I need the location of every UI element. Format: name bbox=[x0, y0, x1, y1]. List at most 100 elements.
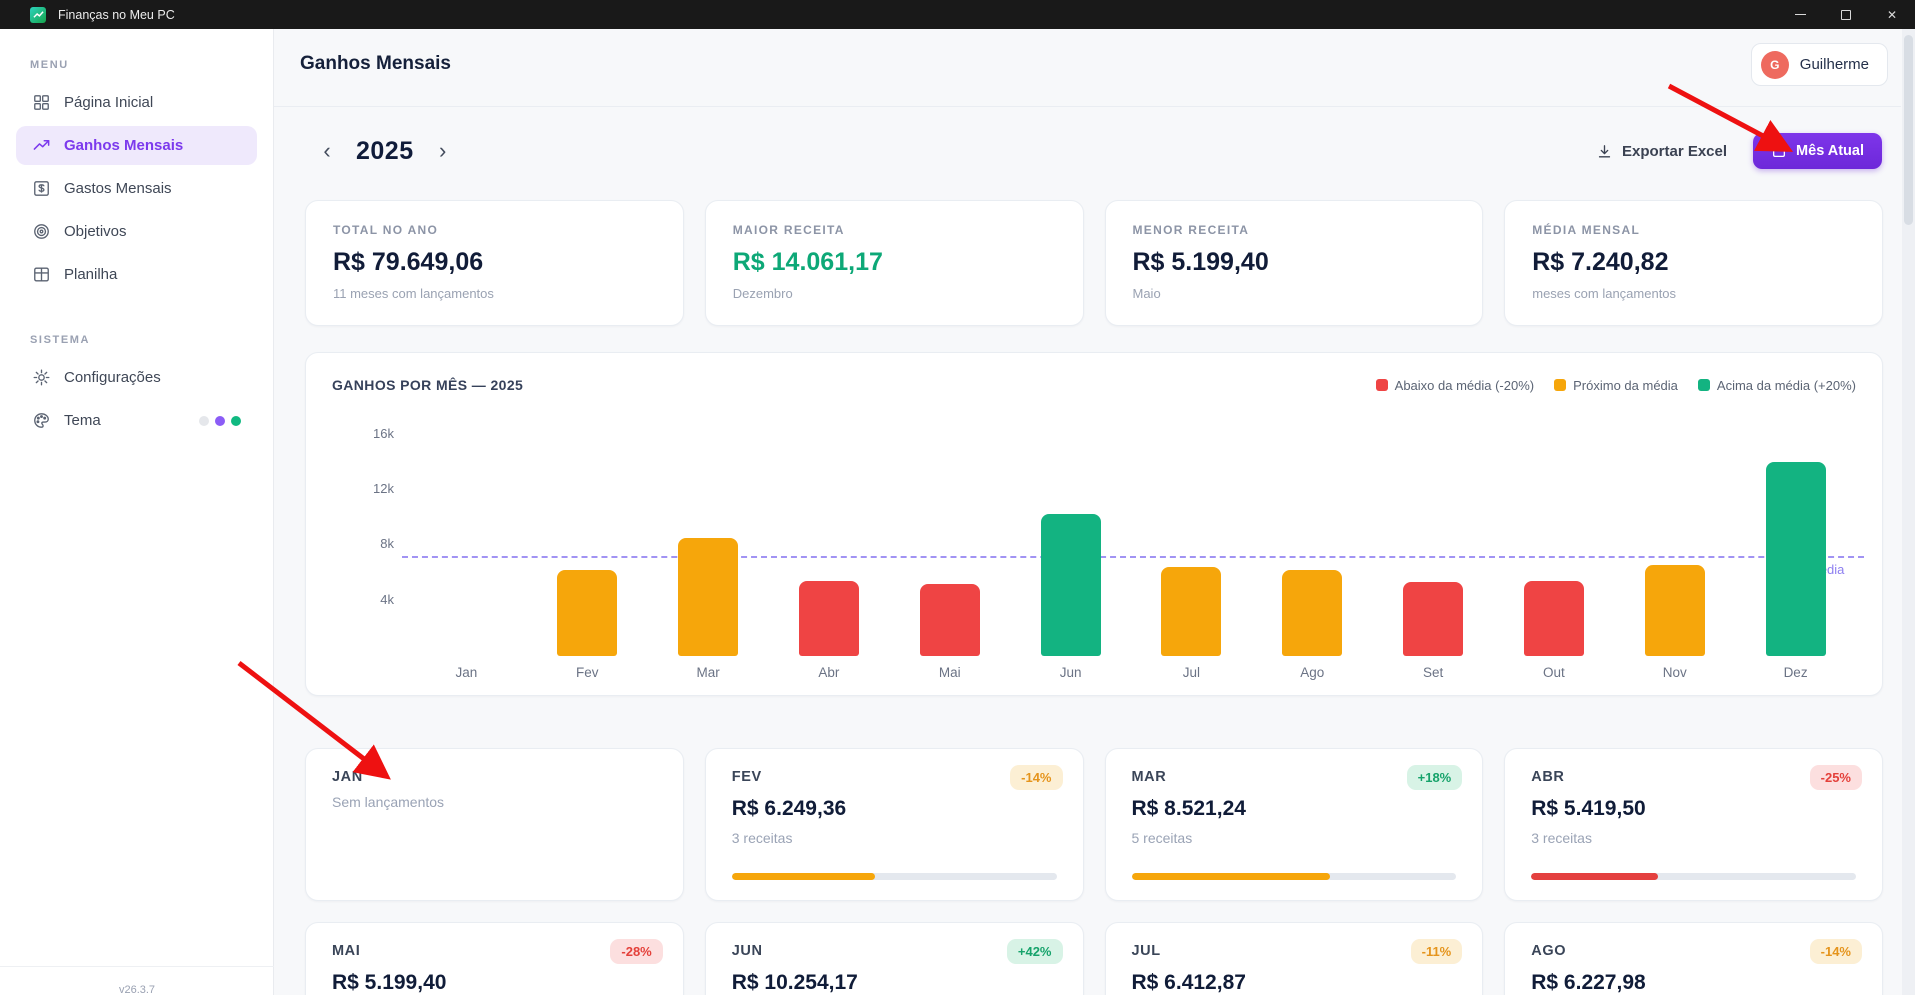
sidebar-item-ganhos-mensais[interactable]: Ganhos Mensais bbox=[16, 126, 257, 165]
y-axis-tick-16k: 16k bbox=[373, 425, 394, 441]
variation-badge: -11% bbox=[1410, 939, 1463, 964]
minimize-button[interactable] bbox=[1777, 0, 1823, 29]
bar-mar[interactable] bbox=[678, 538, 739, 656]
table-icon bbox=[34, 267, 49, 282]
theme-dots bbox=[199, 415, 241, 426]
month-cards-row-2: MAI -28% R$ 5.199,40 JUN +42% R$ 10.254,… bbox=[305, 922, 1883, 995]
calendar-icon bbox=[1773, 144, 1786, 157]
bar-jun[interactable] bbox=[1040, 514, 1101, 656]
month-card-fev[interactable]: FEV -14% R$ 6.249,36 3 receitas bbox=[704, 748, 1084, 901]
sidebar-item-tema[interactable]: Tema bbox=[16, 401, 257, 440]
theme-dot-purple[interactable] bbox=[215, 415, 225, 426]
current-month-button[interactable]: Mês Atual bbox=[1753, 133, 1882, 169]
chart-legend: Abaixo da média (-20%) Próximo da média … bbox=[1375, 378, 1856, 393]
palette-icon bbox=[34, 413, 49, 428]
stat-value: R$ 14.061,17 bbox=[732, 248, 883, 276]
bar-jul[interactable] bbox=[1161, 567, 1222, 656]
variation-badge: -28% bbox=[610, 939, 663, 964]
y-axis-tick-4k: 4k bbox=[380, 591, 394, 607]
x-axis-label-fev: Fev bbox=[575, 665, 599, 680]
month-card-jan[interactable]: JAN Sem lançamentos bbox=[305, 748, 684, 901]
sidebar-item-configuracoes[interactable]: Configurações bbox=[16, 358, 257, 397]
monthly-earnings-chart: GANHOS POR MÊS — 2025 Abaixo da média (-… bbox=[305, 352, 1883, 696]
dollar-square-icon bbox=[34, 181, 49, 196]
average-line bbox=[402, 555, 1864, 558]
x-axis-label-mai: Mai bbox=[938, 665, 961, 680]
x-axis-label-jul: Jul bbox=[1182, 665, 1201, 680]
legend-swatch-red bbox=[1375, 379, 1388, 391]
x-axis-label-abr: Abr bbox=[818, 665, 840, 680]
bar-dez[interactable] bbox=[1765, 462, 1826, 656]
vertical-scrollbar[interactable] bbox=[1902, 29, 1915, 995]
month-card-mar[interactable]: MAR +18% R$ 8.521,24 5 receitas bbox=[1104, 748, 1484, 901]
sidebar-item-label: Tema bbox=[64, 412, 101, 429]
x-axis-label-nov: Nov bbox=[1662, 665, 1687, 680]
month-card-ago[interactable]: AGO -14% R$ 6.227,98 bbox=[1504, 922, 1883, 995]
variation-badge: -25% bbox=[1809, 765, 1862, 790]
stat-value: R$ 79.649,06 bbox=[333, 248, 484, 276]
sidebar-item-label: Objetivos bbox=[64, 223, 127, 240]
legend-item-near: Próximo da média bbox=[1554, 378, 1678, 393]
year-label: 2025 bbox=[356, 136, 414, 165]
bar-abr[interactable] bbox=[798, 581, 859, 656]
download-icon bbox=[1598, 144, 1611, 157]
y-axis-tick-8k: 8k bbox=[380, 536, 394, 552]
close-button[interactable]: ✕ bbox=[1886, 7, 1898, 22]
maximize-button[interactable] bbox=[1823, 0, 1869, 29]
y-axis-tick-12k: 12k bbox=[373, 481, 394, 497]
bar-set[interactable] bbox=[1403, 582, 1464, 656]
month-card-abr[interactable]: ABR -25% R$ 5.419,50 3 receitas bbox=[1504, 748, 1883, 901]
user-menu-button[interactable]: G Guilherme bbox=[1750, 43, 1888, 86]
sidebar-item-label: Ganhos Mensais bbox=[64, 137, 184, 154]
next-year-button[interactable]: › bbox=[438, 138, 447, 163]
sidebar-item-gastos-mensais[interactable]: Gastos Mensais bbox=[16, 169, 257, 208]
stat-card-total-no-ano: TOTAL NO ANO R$ 79.649,06 11 meses com l… bbox=[305, 200, 684, 326]
variation-badge: -14% bbox=[1809, 939, 1862, 964]
legend-item-above: Acima da média (+20%) bbox=[1697, 378, 1856, 393]
variation-badge: +18% bbox=[1406, 765, 1463, 790]
header-divider bbox=[274, 106, 1901, 107]
bar-fev[interactable] bbox=[557, 570, 618, 656]
dashboard-icon bbox=[34, 95, 49, 110]
avatar: G bbox=[1760, 50, 1789, 79]
page-title: Ganhos Mensais bbox=[300, 53, 451, 74]
export-excel-button[interactable]: Exportar Excel bbox=[1596, 143, 1727, 160]
sidebar-item-label: Planilha bbox=[64, 266, 118, 283]
window-title: Finanças no Meu PC bbox=[58, 7, 175, 22]
bar-out[interactable] bbox=[1523, 581, 1584, 656]
legend-swatch-green bbox=[1697, 379, 1710, 391]
x-axis-label-jan: Jan bbox=[455, 665, 478, 680]
prev-year-button[interactable]: ‹ bbox=[323, 138, 331, 163]
sidebar-item-label: Gastos Mensais bbox=[64, 180, 172, 197]
bar-mai[interactable] bbox=[919, 584, 980, 656]
target-icon bbox=[34, 224, 49, 239]
stat-value: R$ 5.199,40 bbox=[1132, 248, 1269, 276]
chart-plot-area: Média Jan Fev Mar Abr Mai Jun Jul Ago Set Out Nov D… bbox=[306, 413, 1884, 680]
bar-ago[interactable] bbox=[1282, 570, 1343, 656]
month-card-jun[interactable]: JUN +42% R$ 10.254,17 bbox=[704, 922, 1084, 995]
month-card-mai[interactable]: MAI -28% R$ 5.199,40 bbox=[305, 922, 684, 995]
variation-badge: -14% bbox=[1010, 765, 1063, 790]
gear-icon bbox=[33, 369, 50, 386]
trending-up-icon bbox=[33, 139, 50, 150]
bar-nov[interactable] bbox=[1644, 565, 1705, 656]
x-axis-label-jun: Jun bbox=[1059, 665, 1082, 680]
sidebar-item-planilha[interactable]: Planilha bbox=[16, 255, 257, 294]
app-version: v26.3.7 bbox=[118, 984, 156, 995]
scrollbar-thumb[interactable] bbox=[1904, 35, 1913, 225]
variation-badge: +42% bbox=[1006, 939, 1063, 964]
progress-bar bbox=[1531, 873, 1856, 880]
year-navigator: ‹ 2025 › bbox=[312, 134, 458, 168]
sidebar: MENU Página Inicial Ganhos Mensais Gasto… bbox=[0, 29, 274, 995]
sidebar-item-pagina-inicial[interactable]: Página Inicial bbox=[16, 83, 257, 122]
month-card-jul[interactable]: JUL -11% R$ 6.412,87 bbox=[1104, 922, 1484, 995]
x-axis-label-ago: Ago bbox=[1300, 665, 1325, 680]
theme-dot-light[interactable] bbox=[199, 415, 209, 426]
user-name: Guilherme bbox=[1799, 56, 1869, 73]
theme-dot-green[interactable] bbox=[231, 415, 241, 426]
sidebar-section-sistema: SISTEMA bbox=[30, 334, 91, 346]
chart-title: GANHOS POR MÊS — 2025 bbox=[332, 377, 524, 393]
sidebar-item-objetivos[interactable]: Objetivos bbox=[16, 212, 257, 251]
x-axis-label-set: Set bbox=[1422, 665, 1444, 680]
legend-item-below: Abaixo da média (-20%) bbox=[1375, 378, 1534, 393]
